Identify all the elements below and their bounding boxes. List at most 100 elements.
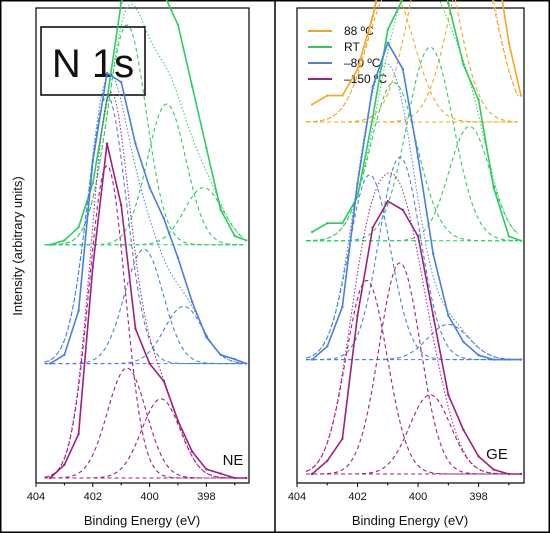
spectrum-line-ge-minus80c: [311, 42, 521, 361]
data-point-ge-88c-13: [507, 41, 511, 44]
fit-component-ne-rt-2: [44, 103, 244, 246]
data-point-ge-rt-2: [341, 222, 344, 225]
data-point-ge-minus80c-4: [371, 85, 374, 89]
fit-component-ne-minus80c-1: [44, 94, 244, 365]
data-point-ge-minus150c-0: [310, 472, 314, 476]
x-tick-label-ne-404: 404: [27, 491, 45, 503]
data-point-ge-minus150c-6: [401, 208, 405, 212]
legend-label-rt: RT: [344, 40, 360, 54]
data-point-ge-minus150c-13: [507, 472, 511, 476]
data-point-ne-minus80c-5: [120, 80, 123, 84]
data-point-ge-minus150c-11: [477, 455, 480, 458]
fit-envelope-ge-88c: [306, 0, 519, 123]
data-point-ge-minus80c-13: [507, 358, 511, 361]
data-point-ne-minus80c-0: [49, 362, 52, 365]
spectrum-line-ge-88c: [311, 0, 522, 106]
data-point-ge-minus80c-7: [416, 156, 420, 159]
data-point-ge-minus150c-12: [492, 468, 495, 471]
fit-component-ge-minus150c-3: [306, 394, 518, 475]
data-point-ne-minus150c-3: [91, 265, 95, 268]
data-point-ge-rt-1: [326, 222, 329, 225]
data-point-ge-minus150c-4: [371, 226, 374, 229]
data-point-ne-minus150c-5: [120, 204, 123, 207]
data-point-ge-minus80c-9: [447, 314, 450, 317]
title-box: [40, 26, 146, 96]
chart-title: N 1s: [52, 42, 134, 86]
data-point-ne-minus80c-1: [63, 353, 66, 356]
data-point-ge-minus150c-8: [432, 314, 435, 317]
data-point-ne-minus150c-0: [49, 476, 52, 480]
x-tick-label-ge-400: 400: [409, 491, 427, 503]
data-point-ne-minus150c-8: [162, 380, 165, 383]
data-point-ne-minus80c-10: [191, 300, 194, 304]
fit-envelope-ge-rt: [306, 0, 519, 242]
legend-label-88c: 88 ºC: [344, 24, 374, 38]
fit-component-ge-minus80c-3: [306, 323, 518, 361]
fit-component-ne-minus150c-1: [44, 165, 244, 479]
data-point-ge-minus150c-10: [462, 428, 465, 432]
data-point-ge-rt-5: [386, 28, 389, 31]
plot-area-ge: 404 402 400 398: [288, 0, 523, 503]
data-point-ge-minus80c-6: [401, 68, 405, 71]
spectrum-line-ge-minus150c: [311, 200, 521, 475]
data-point-ne-rt-11: [205, 146, 208, 150]
data-point-ge-minus80c-0: [310, 358, 314, 361]
x-tick-label-ge-398: 398: [469, 491, 487, 503]
data-point-ge-minus150c-2: [341, 437, 344, 440]
data-point-ge-minus150c-14: [519, 472, 523, 476]
legend-label-minus80c: –80 ºC: [344, 56, 381, 70]
x-tick-label-ge-404: 404: [288, 491, 306, 503]
data-point-ge-88c-1: [326, 94, 329, 97]
x-axis-label-right: Binding Energy (eV): [352, 513, 468, 528]
data-point-ge-minus150c-9: [447, 393, 450, 396]
fit-component-ge-88c-2: [306, 0, 518, 123]
spectrum-line-ge-rt: [311, 0, 522, 242]
data-point-ne-rt-3: [91, 182, 95, 185]
data-point-ge-88c-3: [356, 68, 359, 71]
data-point-ne-minus80c-13: [233, 358, 236, 361]
data-point-ge-rt-9: [447, 2, 450, 5]
data-point-ne-minus150c-13: [233, 476, 236, 480]
data-point-ge-minus150c-7: [416, 235, 420, 238]
data-point-ge-rt-13: [507, 235, 511, 238]
data-point-ne-rt-2: [77, 226, 80, 229]
panel-label-ne: NE: [223, 452, 244, 469]
panel-frame-right: [296, 7, 525, 484]
data-point-ne-minus150c-4: [105, 142, 109, 145]
fit-component-ge-88c-3: [306, 0, 519, 123]
spectrum-line-ne-rt: [49, 0, 247, 246]
data-point-ne-minus150c-14: [245, 476, 248, 480]
data-point-ge-minus150c-1: [326, 459, 329, 462]
data-point-ge-minus80c-11: [477, 354, 480, 357]
fit-component-ne-rt-3: [44, 187, 244, 246]
x-tick-label-ne-402: 402: [84, 491, 102, 503]
data-point-ge-rt-10: [462, 63, 465, 66]
fit-component-ge-minus80c-1: [305, 174, 518, 361]
fit-component-ge-minus150c-2: [306, 262, 518, 475]
data-point-ne-minus80c-9: [176, 256, 180, 260]
fit-envelope-ne-minus80c: [44, 73, 244, 364]
data-point-ne-rt-12: [219, 208, 222, 211]
data-point-ge-rt-12: [492, 186, 495, 190]
data-point-ne-minus150c-2: [77, 432, 80, 436]
data-point-ne-rt-9: [176, 23, 180, 26]
data-point-ne-minus80c-8: [162, 217, 165, 220]
data-point-ge-88c-14: [519, 94, 523, 97]
data-point-ne-minus80c-7: [148, 186, 151, 189]
x-tick-label-ne-398: 398: [197, 491, 215, 503]
data-point-ne-minus150c-7: [148, 362, 151, 365]
data-point-ne-minus80c-14: [245, 362, 248, 365]
data-point-ne-minus150c-6: [134, 327, 137, 330]
data-point-ne-minus150c-12: [219, 472, 222, 475]
x-tick-label-ge-402: 402: [348, 491, 366, 503]
x-tick-label-ne-400: 400: [140, 491, 158, 503]
data-point-ge-minus80c-10: [462, 340, 465, 344]
fit-envelope-ne-minus150c: [44, 91, 244, 479]
data-point-ne-minus150c-1: [63, 463, 66, 466]
data-point-ge-rt-0: [310, 230, 314, 234]
fit-component-ge-minus80c-2: [306, 156, 518, 361]
data-point-ge-88c-2: [341, 94, 344, 97]
data-point-ne-minus150c-11: [205, 468, 208, 471]
data-point-ne-rt-1: [63, 239, 66, 242]
